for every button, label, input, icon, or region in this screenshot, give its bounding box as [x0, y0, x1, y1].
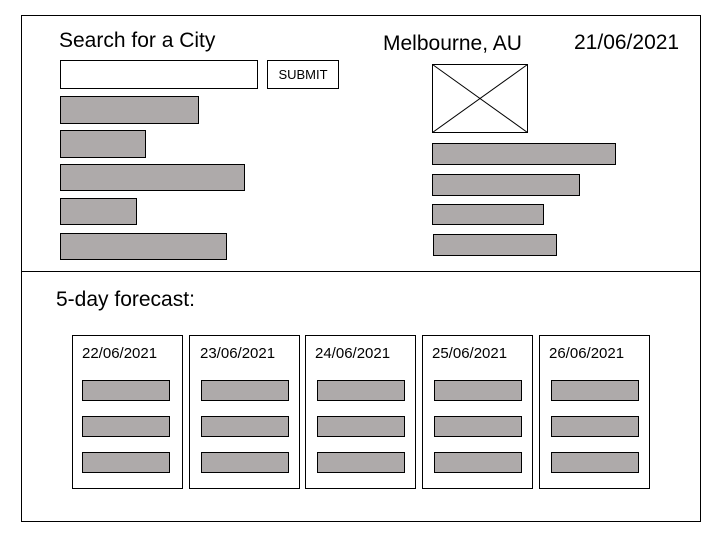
- current-date: 21/06/2021: [574, 31, 680, 54]
- dashboard-frame: [21, 15, 701, 522]
- search-history-item[interactable]: [60, 233, 227, 260]
- forecast-detail-line: [201, 452, 289, 473]
- image-placeholder-icon: [432, 64, 528, 133]
- forecast-detail-line: [434, 416, 522, 437]
- search-history-item[interactable]: [60, 198, 137, 225]
- forecast-date: 25/06/2021: [432, 345, 508, 362]
- forecast-detail-line: [201, 380, 289, 401]
- forecast-title: 5-day forecast:: [56, 288, 195, 311]
- forecast-detail-line: [434, 452, 522, 473]
- search-history-item[interactable]: [60, 130, 146, 158]
- submit-button[interactable]: SUBMIT: [267, 60, 339, 89]
- forecast-detail-line: [82, 452, 170, 473]
- forecast-detail-line: [317, 416, 405, 437]
- forecast-detail-line: [434, 380, 522, 401]
- search-history-item[interactable]: [60, 164, 245, 191]
- current-detail-line: [432, 204, 544, 225]
- forecast-detail-line: [82, 380, 170, 401]
- search-title: Search for a City: [59, 29, 216, 52]
- search-history-item[interactable]: [60, 96, 199, 124]
- forecast-detail-line: [551, 416, 639, 437]
- forecast-date: 24/06/2021: [315, 345, 391, 362]
- forecast-detail-line: [201, 416, 289, 437]
- city-search-input[interactable]: [60, 60, 258, 89]
- forecast-detail-line: [82, 416, 170, 437]
- current-detail-line: [432, 174, 580, 196]
- forecast-date: 22/06/2021: [82, 345, 158, 362]
- forecast-detail-line: [551, 452, 639, 473]
- forecast-detail-line: [317, 452, 405, 473]
- current-detail-line: [433, 234, 557, 256]
- forecast-date: 26/06/2021: [549, 345, 625, 362]
- forecast-detail-line: [551, 380, 639, 401]
- section-divider: [21, 271, 701, 272]
- forecast-detail-line: [317, 380, 405, 401]
- current-city: Melbourne, AU: [383, 32, 522, 55]
- forecast-date: 23/06/2021: [200, 345, 276, 362]
- current-detail-line: [432, 143, 616, 165]
